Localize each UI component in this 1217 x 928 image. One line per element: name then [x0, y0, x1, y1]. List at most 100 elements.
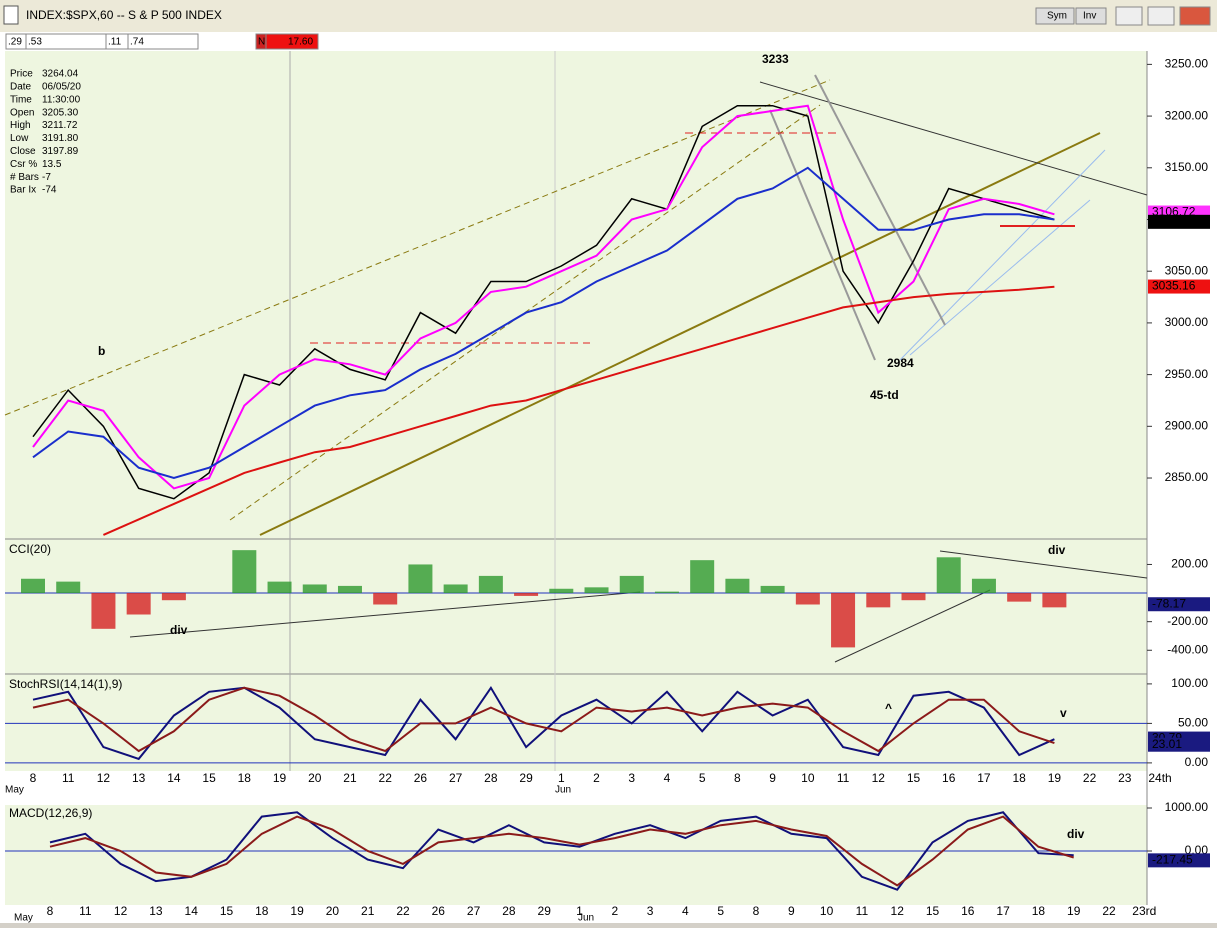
- x-tick-label: 12: [872, 771, 886, 785]
- cci-bar: [408, 564, 433, 594]
- month-label: May: [5, 785, 24, 796]
- x-tick-label: 13: [149, 904, 163, 918]
- y-tick-label: 3000.00: [1165, 315, 1209, 329]
- x-tick-label: 8: [753, 904, 760, 918]
- trend-line: [814, 74, 946, 326]
- y-tick-label: 3200.00: [1165, 108, 1209, 122]
- cci-bar: [654, 591, 679, 594]
- y-tick-label: 2900.00: [1165, 418, 1209, 432]
- y-tick-label: -200.00: [1167, 614, 1208, 628]
- sym-button-label[interactable]: Sym: [1047, 11, 1067, 22]
- x-tick-label: 8: [734, 771, 741, 785]
- annotation: div: [1067, 827, 1085, 841]
- value-box-label: 3035.16: [1152, 279, 1196, 293]
- inv-button-label[interactable]: Inv: [1083, 11, 1096, 22]
- annotation: b: [98, 344, 105, 358]
- toolbar-field: [127, 33, 199, 50]
- toolbar-field-text: .74: [130, 37, 144, 48]
- x-tick-label: 15: [202, 771, 216, 785]
- x-tick-label: 5: [699, 771, 706, 785]
- cci-bar: [549, 588, 574, 594]
- trend-channel: [4, 79, 831, 416]
- sym-button[interactable]: [1035, 7, 1075, 25]
- x-tick-label: 19: [1048, 771, 1062, 785]
- x-tick-label: 22: [1083, 771, 1097, 785]
- inv-button[interactable]: [1075, 7, 1107, 25]
- x-tick-label: 1: [558, 771, 565, 785]
- cci-bar: [21, 578, 45, 594]
- x-tick-label: 5: [717, 904, 724, 918]
- value-box-label: 23.01: [1152, 737, 1182, 751]
- value-box-label: -217.45: [1152, 853, 1193, 867]
- x-tick-label: 17: [977, 771, 991, 785]
- x-tick-label: 12: [891, 904, 905, 918]
- annotation: v: [1060, 706, 1067, 720]
- x-tick-label: 20: [308, 771, 322, 785]
- minimize-button[interactable]: [1115, 6, 1143, 26]
- toolbar-field-text: .53: [28, 37, 42, 48]
- cci-bar: [267, 581, 292, 594]
- x-tick-label: 15: [907, 771, 921, 785]
- x-tick-label: 22: [379, 771, 393, 785]
- x-tick-label: 16: [961, 904, 975, 918]
- cci-bar: [232, 550, 257, 594]
- info-panel: Price 3264.04 Date 06/05/20 Time 11:30:00 Open…: [10, 69, 81, 196]
- x-tick-label: 9: [788, 904, 795, 918]
- info-label: Close: [10, 146, 36, 157]
- cci-bar: [619, 575, 644, 594]
- trend-line: [259, 132, 1101, 536]
- cci-bar: [866, 593, 891, 608]
- x-tick-label: 18: [238, 771, 252, 785]
- x-tick-label: 8: [30, 771, 37, 785]
- x-tick-label: 8: [47, 904, 54, 918]
- maximize-button[interactable]: [1147, 6, 1175, 26]
- cci-bar: [56, 581, 81, 594]
- x-tick-label: 4: [664, 771, 671, 785]
- x-tick-label: 27: [449, 771, 463, 785]
- month-label: May: [14, 913, 33, 923]
- x-tick-label: 1: [576, 904, 583, 918]
- value-box-label: 3097.74: [1152, 214, 1196, 228]
- cci-bar: [373, 593, 398, 605]
- cci-bar: [725, 578, 750, 594]
- x-tick-label: 12: [97, 771, 111, 785]
- x-tick-label: 23rd: [1132, 904, 1156, 918]
- window-title: INDEX:$SPX,60 -- S & P 500 INDEX: [26, 8, 222, 22]
- cci-bar: [1007, 593, 1032, 602]
- annotation: 45-td: [870, 388, 899, 402]
- toolbar-field: [265, 33, 319, 50]
- trend-line: [899, 149, 1106, 361]
- info-value: 06/05/20: [42, 82, 81, 93]
- info-label: Date: [10, 82, 32, 93]
- x-tick-label: 10: [801, 771, 815, 785]
- info-value: 3211.72: [42, 120, 78, 131]
- x-tick-label: 29: [519, 771, 533, 785]
- x-tick-label: 28: [484, 771, 498, 785]
- x-tick-label: 28: [502, 904, 516, 918]
- info-label: Bar Ix: [10, 185, 36, 196]
- x-tick-label: 11: [79, 904, 92, 918]
- info-value: 3197.89: [42, 146, 79, 157]
- y-tick-label: 50.00: [1178, 716, 1208, 730]
- x-tick-label: 18: [255, 904, 269, 918]
- info-label: # Bars: [10, 172, 39, 183]
- x-tick-label: 19: [290, 904, 304, 918]
- x-tick-label: 16: [942, 771, 956, 785]
- x-tick-label: 9: [769, 771, 776, 785]
- x-tick-label: 29: [538, 904, 552, 918]
- x-tick-label: 19: [273, 771, 287, 785]
- cci-bar: [91, 593, 116, 629]
- toolbar: .29 .53 .11 .74 N 17.60: [5, 33, 319, 50]
- x-tick-label: 10: [820, 904, 834, 918]
- close-button[interactable]: [1179, 6, 1211, 26]
- annotation: ^: [885, 701, 892, 715]
- month-label: Jun: [578, 913, 594, 923]
- x-tick-label: 20: [326, 904, 340, 918]
- cci-bar: [302, 584, 327, 594]
- cci-bar: [514, 593, 539, 596]
- title-bar: [0, 0, 1217, 32]
- x-tick-label: 24th: [1148, 771, 1171, 785]
- series-line: [32, 104, 1055, 490]
- x-tick-label: 15: [926, 904, 940, 918]
